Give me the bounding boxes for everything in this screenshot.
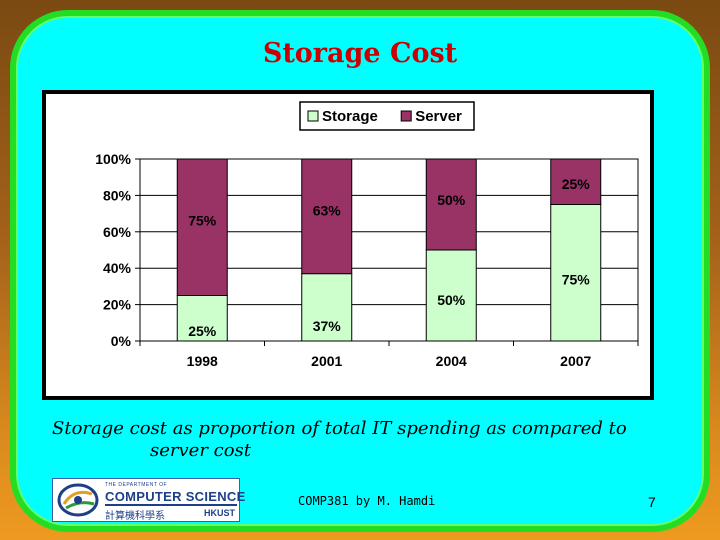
data-label: 50% — [437, 292, 466, 308]
bar-server-2004 — [425, 158, 477, 251]
bar-server-2001 — [301, 158, 353, 275]
caption-line-1: Storage cost as proportion of total IT s… — [52, 418, 627, 439]
x-tick-label: 2004 — [436, 353, 467, 369]
logo-emblem-icon — [57, 483, 99, 517]
logo-divider — [105, 504, 237, 506]
logo-main-text: COMPUTER SCIENCE — [105, 489, 246, 504]
y-tick-label: 40% — [103, 260, 132, 276]
bar-storage-2007 — [550, 204, 602, 342]
page-number: 7 — [648, 494, 656, 510]
y-tick-label: 0% — [111, 333, 132, 349]
data-label: 37% — [313, 318, 342, 334]
slide-title: Storage Cost — [262, 38, 458, 69]
data-label: 25% — [188, 323, 217, 339]
data-label: 75% — [562, 272, 591, 288]
legend-label: Storage — [322, 108, 378, 125]
footer-course: COMP381 by M. Hamdi — [298, 494, 436, 508]
bar-server-2007 — [550, 158, 602, 205]
stacked-bar-chart: 0% 20% 40% 60% 80% 100% 25% 75% 1998 37% 63% 2001 50… — [95, 101, 639, 369]
legend-swatch — [400, 110, 412, 122]
y-tick-label: 60% — [103, 224, 132, 240]
logo-chinese-text: 計算機科學系 — [105, 511, 165, 522]
department-logo: THE DEPARTMENT OF COMPUTER SCIENCE 計算機科學… — [52, 478, 245, 522]
bar-storage-2004 — [425, 249, 477, 342]
legend-swatch — [307, 110, 319, 122]
data-label: 25% — [562, 176, 591, 192]
caption-line-2: server cost — [150, 440, 252, 461]
slide-caption: Storage cost as proportion of total IT s… — [52, 418, 702, 462]
y-tick-label: 100% — [95, 151, 131, 167]
data-label: 75% — [188, 212, 217, 228]
legend-label: Server — [415, 108, 462, 125]
logo-small-text: THE DEPARTMENT OF — [105, 482, 168, 488]
y-tick-label: 80% — [103, 187, 132, 203]
x-tick-label: 2007 — [560, 353, 591, 369]
logo-org-text: HKUST — [204, 508, 235, 518]
bar-storage-1998 — [176, 295, 228, 342]
bar-storage-2001 — [301, 273, 353, 342]
x-tick-label: 2001 — [311, 353, 342, 369]
legend-box — [299, 101, 475, 131]
data-label: 50% — [437, 192, 466, 208]
data-label: 63% — [313, 203, 342, 219]
bar-server-1998 — [176, 158, 228, 296]
y-tick-label: 20% — [103, 297, 132, 313]
x-tick-label: 1998 — [187, 353, 218, 369]
chart-frame: 0% 20% 40% 60% 80% 100% 25% 75% 1998 37% 63% 2001 50… — [42, 90, 654, 400]
